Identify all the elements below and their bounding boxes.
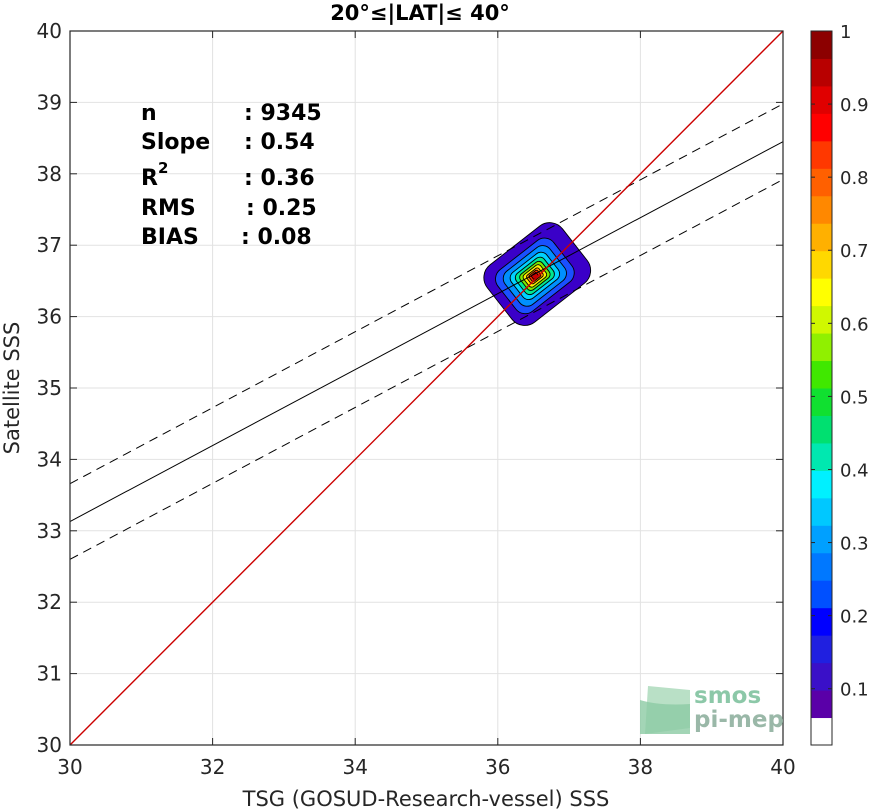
x-tick-label: 30: [57, 755, 82, 779]
chart-title: 20°≤|LAT|≤ 40°: [330, 1, 510, 26]
colorbar-segment: [811, 552, 832, 581]
colorbar-ticks: 0.1 0.2 0.3 0.4 0.5 0.6 0.7 0.8 0.9 1: [811, 22, 869, 701]
colorbar-segment: [811, 717, 832, 746]
x-tick-label: 32: [200, 755, 225, 779]
x-tick-label: 34: [342, 755, 367, 779]
y-tick-label: 38: [37, 162, 62, 186]
colorbar-segment: [811, 305, 832, 334]
smos-pi-mep-logo: smos pi-mep: [640, 683, 784, 734]
x-tick-label: 38: [628, 755, 653, 779]
stat-rms-label: RMS: [141, 196, 196, 221]
colorbar-tick-label: 0.4: [840, 460, 869, 481]
colorbar-segment: [811, 168, 832, 197]
x-tick-label: 40: [770, 755, 795, 779]
colorbar-frame: [810, 30, 833, 746]
colorbar-segment: [811, 525, 832, 554]
y-tick-label: 36: [37, 305, 62, 329]
y-tick-label: 33: [37, 519, 62, 543]
stat-n-value: : 9345: [244, 101, 322, 126]
colorbar-segment: [811, 195, 832, 224]
stat-n-label: n: [141, 101, 157, 126]
colorbar-segment: [811, 58, 832, 87]
y-tick-label: 39: [37, 90, 62, 114]
colorbar-tick-label: 0.9: [840, 95, 869, 116]
identity-line: [69, 30, 784, 746]
colorbar-segment: [811, 333, 832, 362]
logo-line1: smos: [694, 683, 761, 709]
colorbar-segment: [811, 442, 832, 471]
colorbar: [811, 31, 832, 746]
colorbar-segment: [811, 31, 832, 59]
colorbar-segment: [811, 470, 832, 499]
stat-bias-label: BIAS: [141, 225, 199, 250]
colorbar-tick-label: 0.2: [840, 607, 869, 628]
logo-line2: pi-mep: [694, 707, 784, 733]
stat-slope-value: : 0.54: [244, 130, 315, 155]
y-tick-label: 40: [37, 19, 62, 43]
x-axis-ticks: 30 32 34 36 38 40: [57, 31, 796, 779]
y-tick-label: 30: [37, 733, 62, 757]
colorbar-segment: [811, 415, 832, 444]
colorbar-segment: [811, 140, 832, 169]
colorbar-segment: [811, 360, 832, 389]
y-tick-label: 35: [37, 376, 62, 400]
colorbar-segment: [811, 690, 832, 719]
colorbar-tick-label: 0.5: [840, 387, 869, 408]
colorbar-tick-label: 0.8: [840, 168, 869, 189]
colorbar-segment: [811, 388, 832, 416]
colorbar-segment: [811, 223, 832, 252]
colorbar-segment: [811, 250, 832, 279]
y-axis-ticks: 30 31 32 33 34 35 36 37 38 39 40: [37, 19, 783, 757]
stat-slope-label: Slope: [141, 130, 210, 155]
x-tick-label: 36: [485, 755, 510, 779]
stat-bias-value: : 0.08: [241, 225, 312, 250]
colorbar-segment: [811, 580, 832, 609]
y-tick-label: 34: [37, 447, 62, 471]
colorbar-segment: [811, 113, 832, 142]
y-tick-label: 37: [37, 233, 62, 257]
regression-line: [69, 141, 784, 522]
colorbar-tick-label: 0.3: [840, 534, 869, 555]
stat-r2-sup: 2: [158, 159, 168, 177]
colorbar-tick-label: 1: [840, 22, 851, 43]
colorbar-segment: [811, 85, 832, 114]
stat-r2-label: R2: [141, 159, 168, 191]
colorbar-tick-label: 0.7: [840, 241, 869, 262]
colorbar-segment: [811, 497, 832, 526]
colorbar-segment: [811, 662, 832, 691]
colorbar-segment: [811, 607, 832, 636]
colorbar-segment: [811, 635, 832, 664]
stat-rms-value: : 0.25: [246, 196, 317, 221]
colorbar-tick-label: 0.1: [840, 680, 869, 701]
x-axis-label: TSG (GOSUD-Research-vessel) SSS: [242, 787, 610, 811]
colorbar-tick-label: 0.6: [840, 314, 869, 335]
y-tick-label: 32: [37, 590, 62, 614]
stats-box: n : 9345 Slope : 0.54 R2 : 0.36 RMS : 0.…: [141, 101, 322, 250]
colorbar-segment: [811, 278, 832, 307]
density-contours: [483, 222, 592, 326]
upper-bound-line: [69, 103, 784, 485]
y-axis-label: Satellite SSS: [0, 322, 24, 455]
stat-r2-value: : 0.36: [244, 166, 315, 191]
y-tick-label: 31: [37, 662, 62, 686]
